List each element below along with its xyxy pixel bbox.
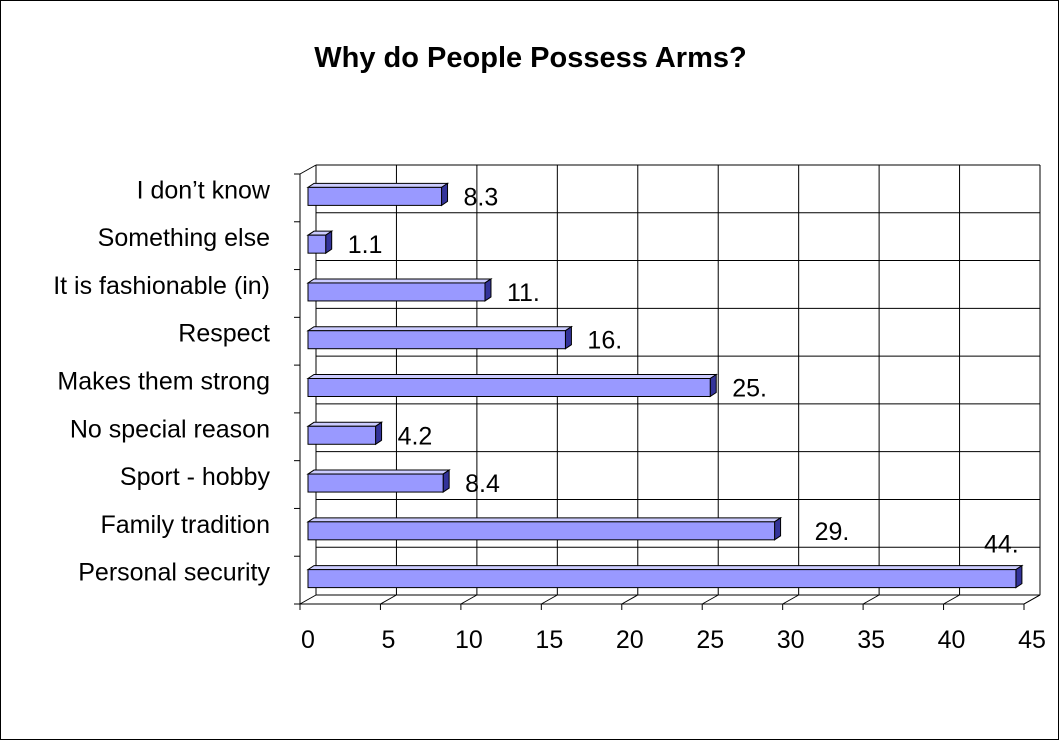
- x-tick-label: 20: [616, 626, 644, 654]
- bar-family-tradition: [307, 521, 776, 541]
- bar-top-makes-them-strong: [306, 374, 718, 379]
- x-tick-label: 45: [1018, 626, 1046, 654]
- side-wall-top-edge: [299, 164, 317, 175]
- x-tick-label: 0: [301, 626, 315, 654]
- floor-gridline: [380, 594, 397, 605]
- data-label: 25.: [732, 375, 767, 403]
- floor-gridline: [701, 594, 719, 605]
- bar-side-makes-them-strong: [709, 373, 717, 398]
- bar-side-sport-hobby: [442, 469, 450, 493]
- bar-top-it-is-fashionable-in: [306, 278, 493, 284]
- data-label: 16.: [587, 327, 622, 355]
- bar-top-i-don-t-know: [306, 182, 450, 188]
- x-tick-label: 35: [857, 626, 885, 654]
- bar-makes-them-strong: [307, 378, 711, 397]
- data-label: 8.4: [465, 470, 500, 498]
- category-label-sport-hobby: Sport - hobby: [120, 463, 271, 491]
- category-label-i-don-t-know: I don’t know: [137, 176, 271, 204]
- bar-top-personal-security: [306, 565, 1024, 571]
- data-label: 8.3: [464, 183, 499, 211]
- x-tick-label: 5: [381, 626, 395, 654]
- category-label-respect: Respect: [178, 320, 270, 348]
- bar-side-family-tradition: [774, 516, 782, 541]
- data-label: 1.1: [348, 231, 383, 259]
- bar-side-no-special-reason: [375, 421, 383, 446]
- bar-no-special-reason: [307, 425, 377, 445]
- bar-side-it-is-fashionable-in: [484, 278, 492, 302]
- x-tick-label: 30: [777, 626, 805, 654]
- floor-gridline: [943, 594, 960, 605]
- floor-gridline: [621, 594, 639, 605]
- floor-gridline: [1023, 594, 1041, 605]
- data-label: 44.: [984, 531, 1019, 559]
- bar-top-sport-hobby: [306, 469, 451, 475]
- data-label: 29.: [815, 518, 850, 546]
- category-label-it-is-fashionable-in: It is fashionable (in): [53, 272, 270, 300]
- bar-i-don-t-know: [307, 186, 443, 206]
- bar-respect: [307, 330, 566, 350]
- x-tick-label: 10: [455, 626, 483, 654]
- x-tick-label: 40: [938, 626, 966, 654]
- category-label-something-else: Something else: [98, 224, 270, 252]
- category-label-family-tradition: Family tradition: [101, 511, 271, 539]
- bar-it-is-fashionable-in: [307, 282, 486, 302]
- chart-title: Why do People Possess Arms?: [314, 42, 747, 74]
- data-label: 4.2: [398, 422, 433, 450]
- bar-side-personal-security: [1015, 564, 1023, 589]
- bar-sport-hobby: [307, 473, 444, 493]
- x-tick-label: 25: [696, 626, 724, 654]
- bar-something-else: [307, 234, 327, 254]
- floor-gridline: [862, 594, 880, 605]
- floor-gridline: [460, 594, 478, 605]
- bar-top-respect: [306, 326, 574, 332]
- bar-top-family-tradition: [306, 517, 783, 523]
- bar-side-respect: [564, 325, 572, 350]
- floor-gridline: [299, 594, 317, 605]
- category-label-personal-security: Personal security: [78, 559, 270, 587]
- data-label: 11.: [507, 279, 540, 307]
- floor-gridline: [782, 594, 799, 605]
- category-label-makes-them-strong: Makes them strong: [57, 368, 270, 396]
- bar-side-i-don-t-know: [441, 182, 449, 207]
- category-label-no-special-reason: No special reason: [70, 415, 270, 443]
- x-tick-label: 15: [535, 626, 563, 654]
- bar-personal-security: [307, 569, 1017, 589]
- bar-top-no-special-reason: [306, 421, 384, 427]
- floor-gridline: [541, 594, 558, 605]
- bar-side-something-else: [325, 230, 333, 255]
